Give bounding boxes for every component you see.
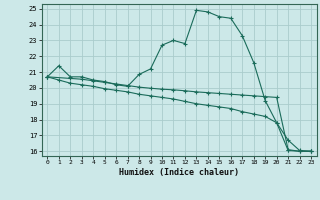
X-axis label: Humidex (Indice chaleur): Humidex (Indice chaleur) (119, 168, 239, 177)
